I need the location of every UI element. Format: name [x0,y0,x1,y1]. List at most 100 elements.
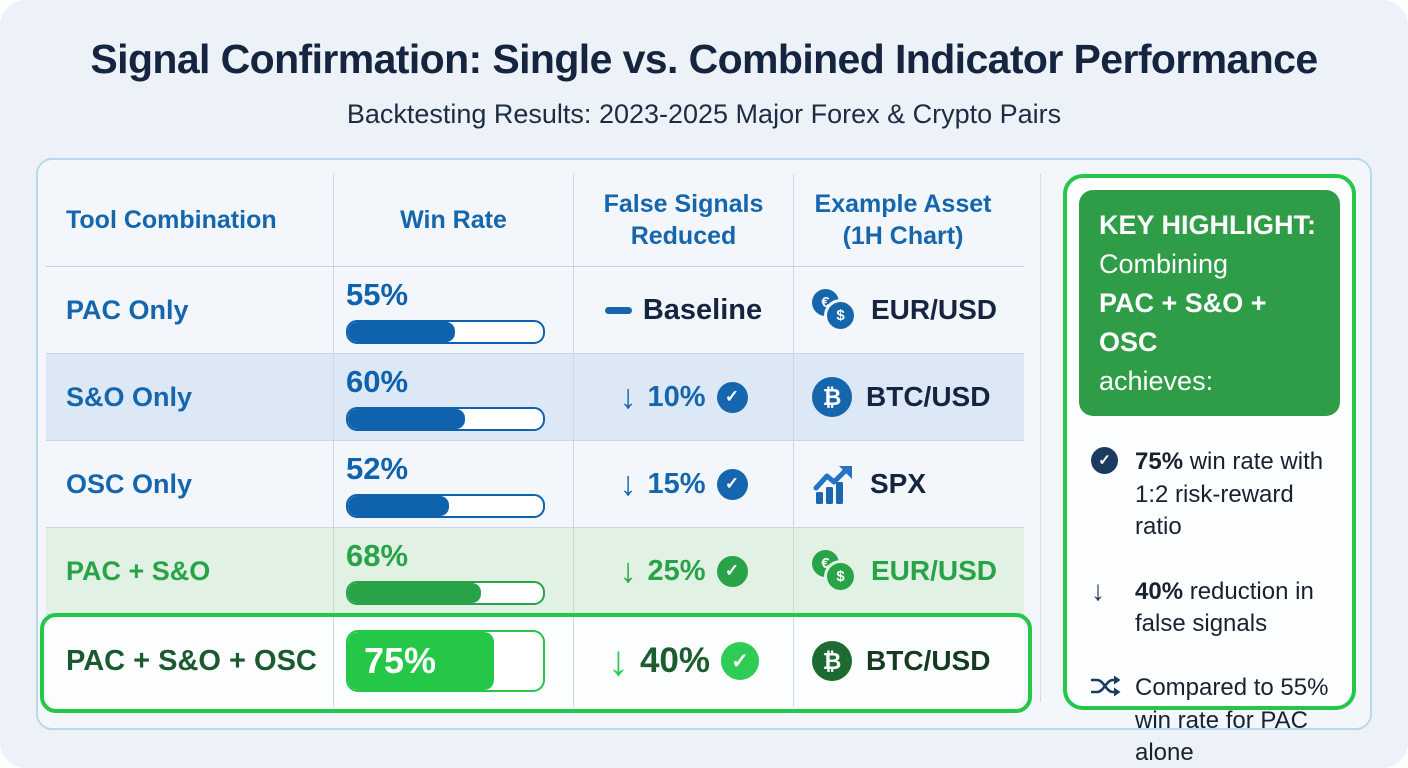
page-header: Signal Confirmation: Single vs. Combined… [0,0,1408,130]
asset-label: BTC/USD [866,645,991,676]
table-row-pac-so-osc-highlighted: PAC + S&O + OSC 75% ↓ 40% ✓ ₿ BTC/USD [40,613,1032,713]
bullet-win-rate: ✓ 75% win rate with 1:2 risk-reward rati… [1091,446,1334,543]
asset-label: SPX [870,468,927,499]
tool-label: PAC Only [46,267,334,353]
check-circle-icon: ✓ [716,381,748,413]
asset-cell: € $ EUR/USD [794,267,1012,353]
win-rate-bar-fill [348,582,481,603]
bullet-comparison: Compared to 55% win rate for PAC alone [1090,672,1334,768]
bitcoin-icon: ₿ [812,377,852,417]
bullet-rest: Compared to 55% win rate for PAC alone [1135,674,1329,767]
table-row-so-only: S&O Only 60% ↓ 10% ✓ ₿ BTC/USD [46,354,1024,441]
win-rate-cell: 75% [334,615,574,707]
asset-cell: ₿ BTC/USD [794,354,1012,440]
key-highlight-header: KEY HIGHLIGHT: Combining PAC + S&O + OSC… [1079,190,1340,417]
bullet-text: 75% win rate with 1:2 risk-reward ratio [1135,446,1334,543]
false-signals-cell: Baseline [574,267,794,353]
tool-label: PAC + S&O + OSC [46,615,334,707]
tool-label: S&O Only [46,354,334,440]
false-signals-value: 40% [639,641,711,680]
dollar-icon: $ [827,563,854,590]
key-highlight-combo: PAC + S&O + OSC [1099,287,1267,357]
bullet-false-signal-reduction: ↓ 40% reduction in false signals [1091,576,1334,641]
table-header-row: Tool Combination Win Rate False Signals … [46,174,1024,267]
false-signals-value: 25% [647,554,706,587]
header-example-asset: Example Asset (1H Chart) [814,189,992,251]
header-false-signals: False Signals Reduced [574,174,794,266]
key-highlight-panel: KEY HIGHLIGHT: Combining PAC + S&O + OSC… [1063,174,1356,766]
shuffle-icon [1090,672,1121,768]
win-rate-value: 52% [346,450,409,486]
dollar-icon: $ [827,302,854,329]
win-rate-value: 68% [346,537,409,573]
asset-label: EUR/USD [871,294,998,325]
asset-cell: SPX [794,441,1012,527]
down-arrow-icon: ↓ [1091,574,1105,606]
win-rate-bar [346,493,545,518]
performance-table: Tool Combination Win Rate False Signals … [38,160,1032,728]
win-rate-bar-fill [348,495,450,516]
win-rate-bar: 75% [346,630,545,692]
stock-chart-icon [812,464,856,504]
win-rate-value: 60% [346,363,409,399]
win-rate-value: 75% [364,640,437,681]
win-rate-cell: 68% [334,528,574,614]
table-row-osc-only: OSC Only 52% ↓ 15% ✓ [46,441,1024,528]
false-signals-value: 15% [647,467,706,500]
asset-cell: ₿ BTC/USD [794,615,1012,707]
down-arrow-icon: ↓ [607,637,629,684]
asset-label: BTC/USD [866,381,991,412]
table-row-pac-so: PAC + S&O 68% ↓ 25% ✓ € $ [46,528,1024,615]
bullet-rest: reduction in false signals [1135,577,1314,637]
down-arrow-icon: ↓ [619,552,637,590]
bullet-text: 40% reduction in false signals [1135,576,1334,641]
win-rate-bar [346,319,545,344]
false-signals-cell: ↓ 25% ✓ [574,528,794,614]
win-rate-value: 55% [346,276,409,312]
tool-label: PAC + S&O [46,528,334,614]
win-rate-bar [346,406,545,431]
eur-usd-currency-icon: € $ [812,550,857,592]
bullet-text: Compared to 55% win rate for PAC alone [1135,672,1334,768]
down-arrow-icon: ↓ [619,378,637,416]
check-circle-icon: ✓ [716,468,748,500]
key-highlight-bullets: ✓ 75% win rate with 1:2 risk-reward rati… [1079,416,1340,768]
dash-icon [604,306,632,314]
bullet-rest: win rate with 1:2 risk-reward ratio [1135,448,1324,541]
check-circle-icon: ✓ [1091,446,1121,543]
win-rate-cell: 60% [334,354,574,440]
page-subtitle: Backtesting Results: 2023-2025 Major For… [346,99,1062,129]
page-title: Signal Confirmation: Single vs. Combined… [90,36,1318,82]
false-signals-cell: ↓ 40% ✓ [574,615,794,707]
bullet-bold-value: 40% [1135,577,1184,605]
header-win-rate: Win Rate [334,174,574,266]
check-circle-icon: ✓ [721,642,760,680]
down-arrow-icon: ↓ [619,465,637,503]
bullet-bold-value: 75% [1135,448,1184,476]
key-highlight-line: achieves: [1099,365,1214,396]
win-rate-cell: 55% [334,267,574,353]
win-rate-bar-fill [348,408,465,429]
false-signals-cell: ↓ 10% ✓ [574,354,794,440]
win-rate-bar-fill [348,321,456,342]
tool-label: OSC Only [46,441,334,527]
check-glyph: ✓ [1091,447,1118,475]
win-rate-bar-fill: 75% [348,632,495,690]
asset-cell: € $ EUR/USD [794,528,1012,614]
content-card: Tool Combination Win Rate False Signals … [36,158,1372,766]
false-signals-cell: ↓ 15% ✓ [574,441,794,527]
check-circle-icon: ✓ [716,555,748,587]
bitcoin-icon: ₿ [812,641,852,681]
header-tool-combination: Tool Combination [46,174,334,266]
vertical-divider [1040,174,1041,702]
table-row-pac-only: PAC Only 55% Baseline € $ EUR/USD [46,267,1024,354]
asset-label: EUR/USD [871,555,998,586]
key-highlight-line: Combining [1099,248,1229,279]
baseline-label: Baseline [642,293,763,326]
key-highlight-title: KEY HIGHLIGHT: [1099,210,1317,240]
win-rate-cell: 52% [334,441,574,527]
false-signals-value: 10% [647,380,706,413]
win-rate-bar [346,580,545,605]
eur-usd-currency-icon: € $ [812,289,857,331]
